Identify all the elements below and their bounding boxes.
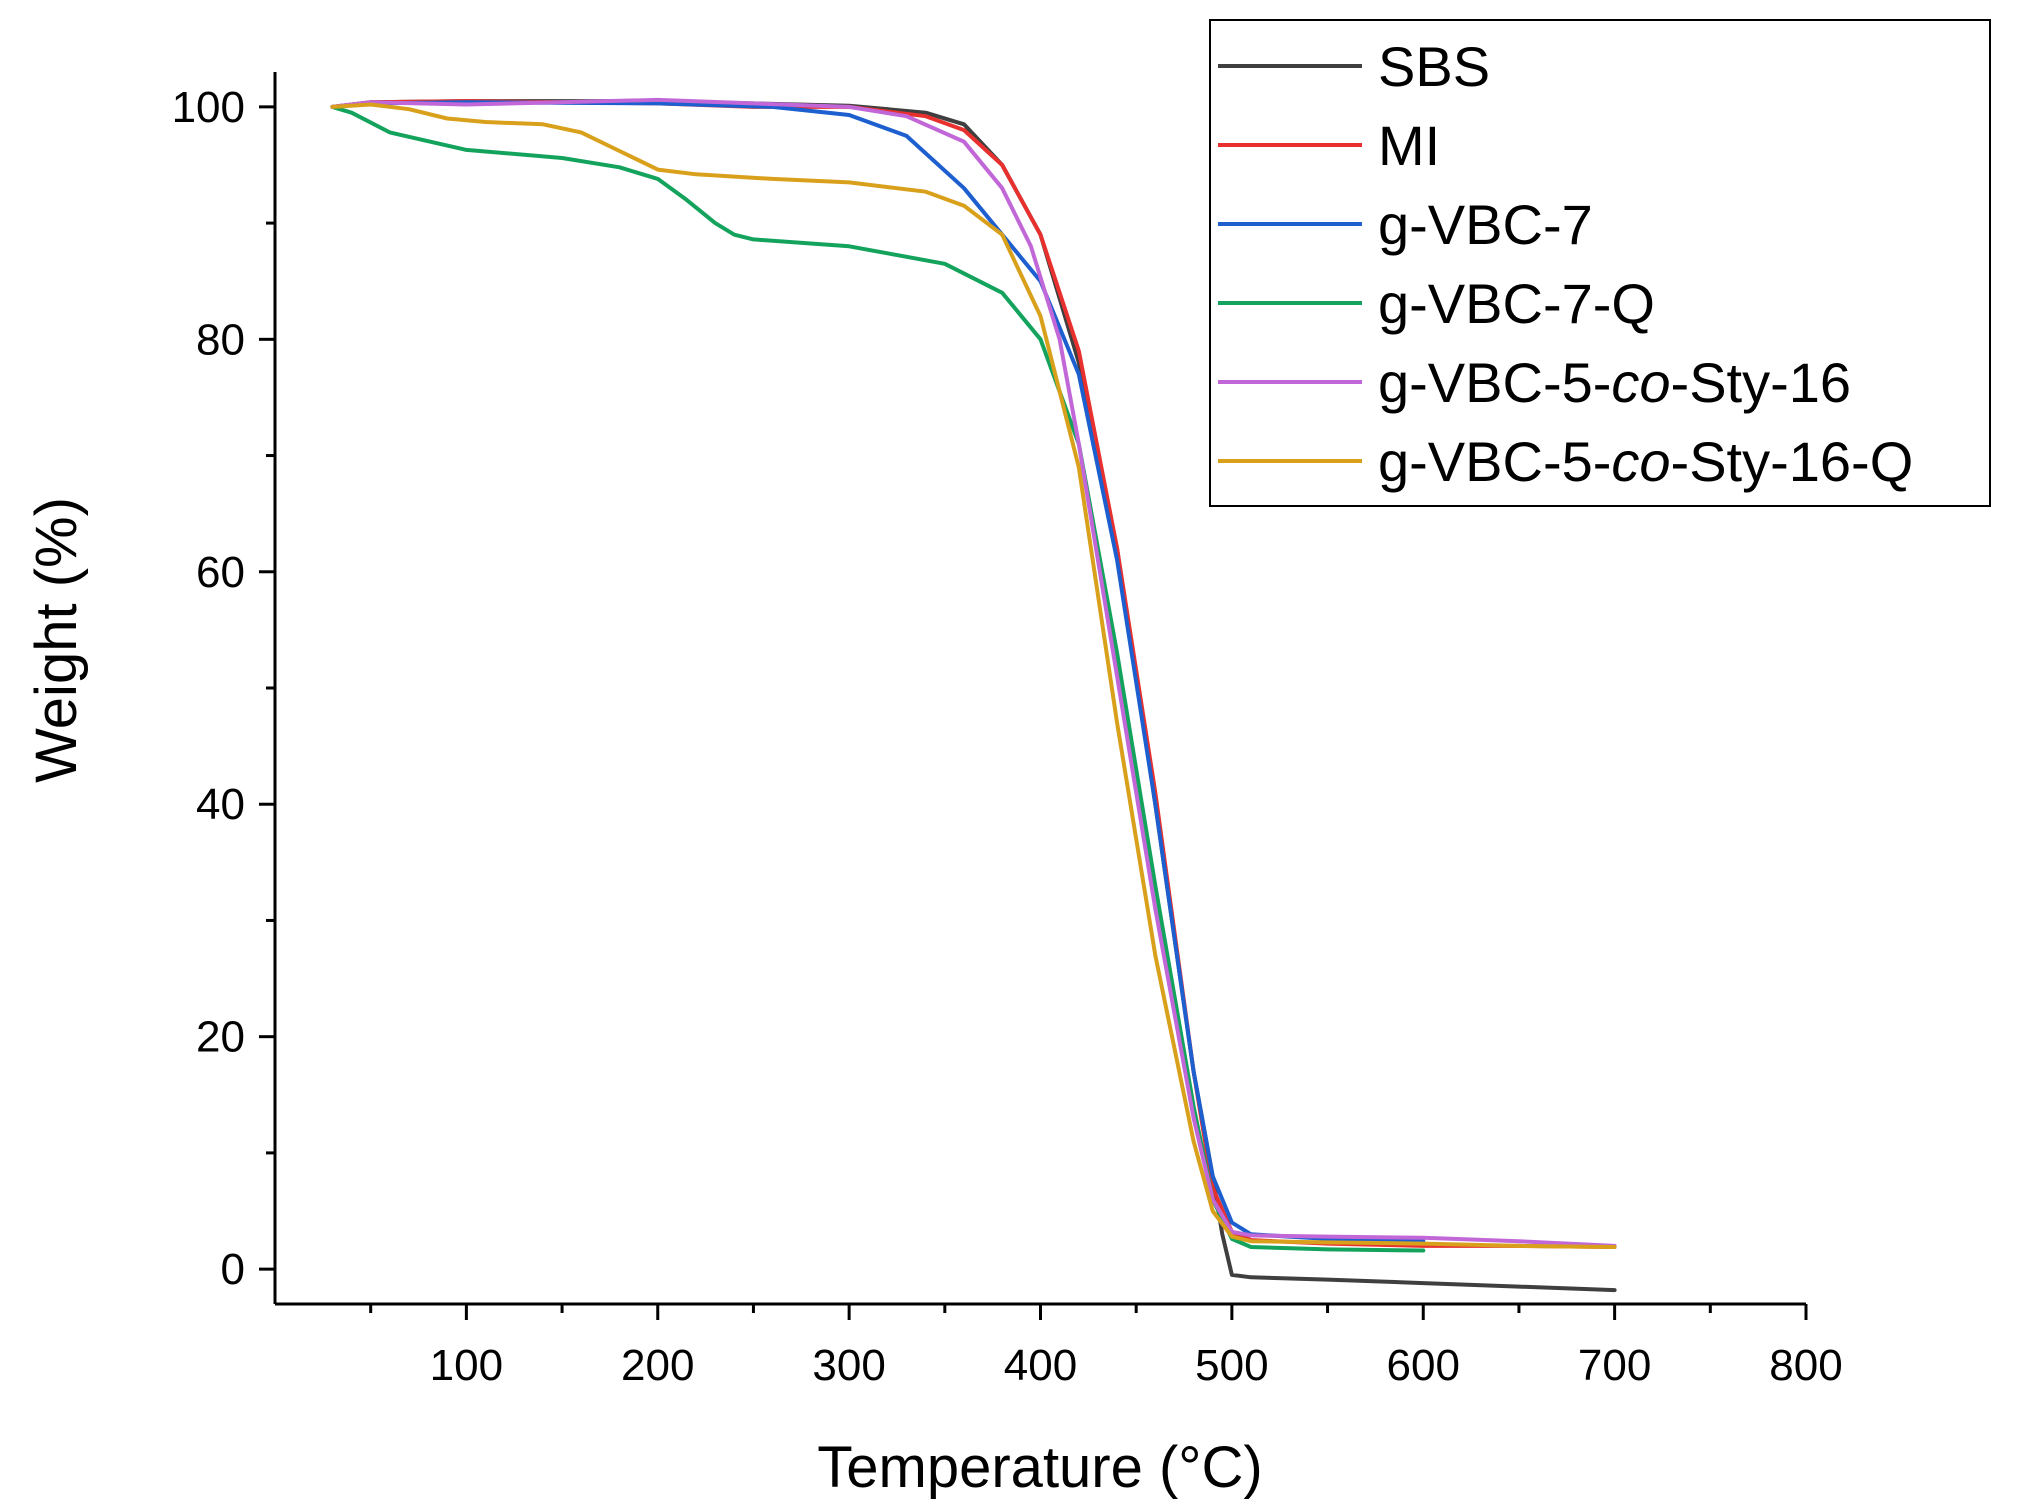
x-tick-label: 200 xyxy=(621,1341,694,1390)
legend-label-part: co xyxy=(1611,351,1670,414)
legend-label-part: g-VBC-7 xyxy=(1378,193,1593,256)
legend-label-part: g-VBC-7-Q xyxy=(1378,272,1655,335)
x-tick-label: 400 xyxy=(1004,1341,1077,1390)
x-tick-label: 500 xyxy=(1195,1341,1268,1390)
y-tick-label: 60 xyxy=(196,548,245,597)
y-ticks: 0 20 40 60 80 100 xyxy=(172,83,275,1294)
legend-box xyxy=(1209,19,1991,507)
legend-label-sbs: SBS xyxy=(1378,35,1490,98)
x-ticks: 100 200 300 400 500 600 700 800 xyxy=(369,1304,1843,1390)
x-axis-title: Temperature (°C) xyxy=(817,1435,1262,1500)
legend-label-part: g-VBC-5- xyxy=(1378,430,1611,493)
y-tick-label: 100 xyxy=(172,83,245,132)
legend-label-part: co xyxy=(1611,430,1670,493)
x-tick-label: 700 xyxy=(1578,1341,1651,1390)
legend-label-part: SBS xyxy=(1378,35,1490,98)
legend-label-part: -Sty-16 xyxy=(1671,351,1852,414)
x-tick-label: 300 xyxy=(812,1341,885,1390)
y-axis-title: Weight (%) xyxy=(24,497,89,783)
y-tick-label: 80 xyxy=(196,315,245,364)
y-tick-label: 20 xyxy=(196,1013,245,1062)
legend-label-g-vbc-7-q: g-VBC-7-Q xyxy=(1378,272,1655,335)
x-tick-label: 600 xyxy=(1387,1341,1460,1390)
legend: SBSMIg-VBC-7g-VBC-7-Qg-VBC-5-co-Sty-16g-… xyxy=(1209,19,1991,507)
x-tick-label: 100 xyxy=(430,1341,503,1390)
legend-label-g-vbc-5-co-sty-16-q: g-VBC-5-co-Sty-16-Q xyxy=(1378,430,1913,493)
series-line-g-vbc-5-co-sty-16 xyxy=(330,97,1617,1248)
y-tick-label: 40 xyxy=(196,780,245,829)
series-line-g-vbc-5-co-sty-16-q xyxy=(330,102,1617,1249)
x-tick-label: 800 xyxy=(1769,1341,1842,1390)
legend-label-part: g-VBC-5- xyxy=(1378,351,1611,414)
legend-label-part: -Sty-16-Q xyxy=(1671,430,1914,493)
legend-label-mi: MI xyxy=(1378,114,1440,177)
legend-label-part: MI xyxy=(1378,114,1440,177)
y-tick-label: 0 xyxy=(221,1245,245,1294)
series-lines xyxy=(330,97,1617,1293)
legend-label-g-vbc-5-co-sty-16: g-VBC-5-co-Sty-16 xyxy=(1378,351,1851,414)
legend-label-g-vbc-7: g-VBC-7 xyxy=(1378,193,1593,256)
